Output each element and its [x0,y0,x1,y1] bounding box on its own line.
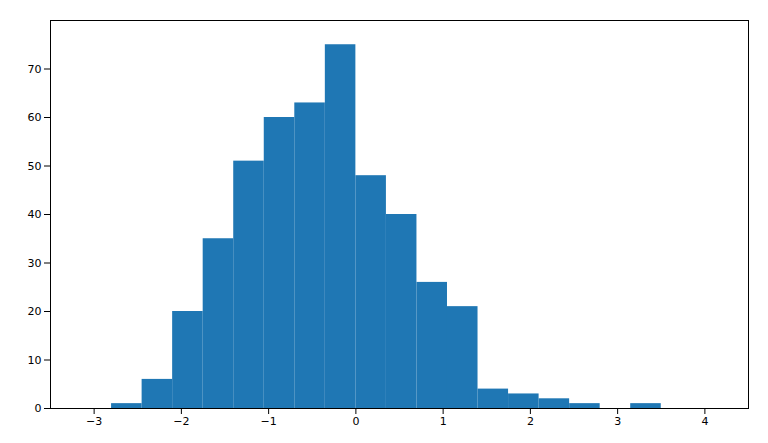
svg-text:1: 1 [440,415,447,428]
svg-text:−2: −2 [173,415,189,428]
svg-text:−3: −3 [86,415,102,428]
svg-text:30: 30 [28,257,42,270]
svg-text:4: 4 [701,415,708,428]
svg-text:70: 70 [28,63,42,76]
svg-text:20: 20 [28,305,42,318]
svg-text:60: 60 [28,111,42,124]
svg-text:0: 0 [35,402,42,415]
svg-text:40: 40 [28,208,42,221]
svg-text:−1: −1 [261,415,277,428]
svg-text:50: 50 [28,160,42,173]
svg-text:0: 0 [352,415,359,428]
svg-text:3: 3 [614,415,621,428]
svg-text:10: 10 [28,354,42,367]
svg-text:2: 2 [527,415,534,428]
